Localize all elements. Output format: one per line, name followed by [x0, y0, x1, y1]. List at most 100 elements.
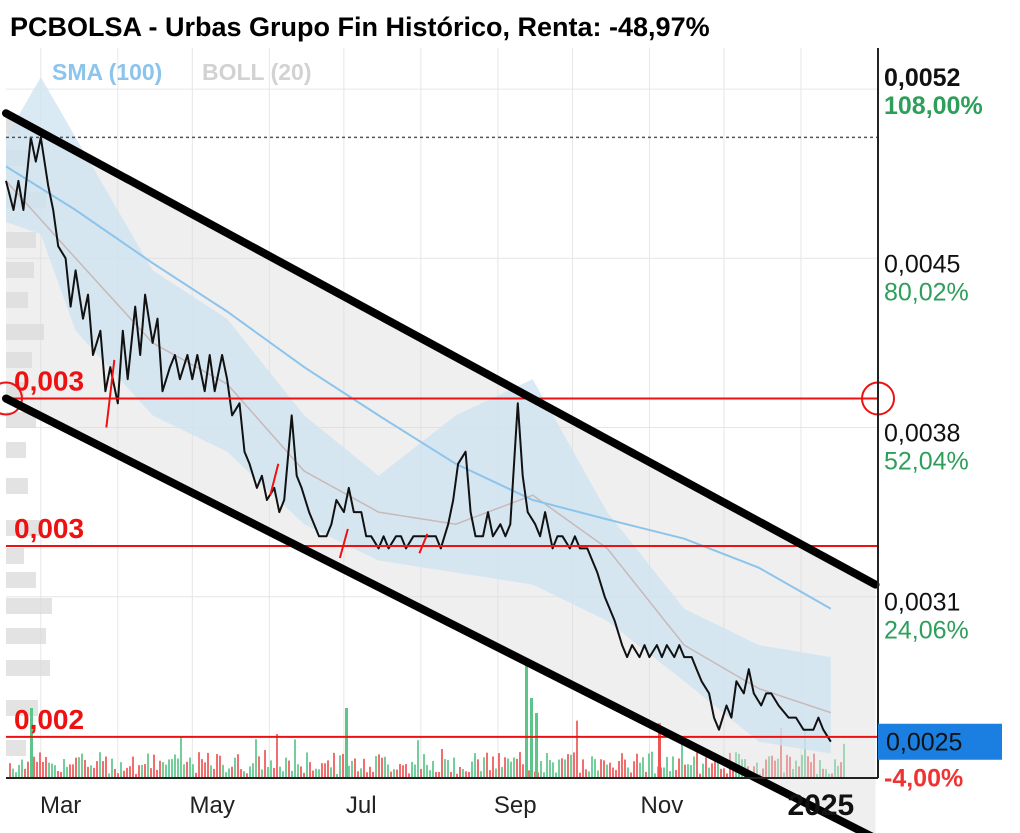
volume-bar [675, 769, 677, 778]
volume-bar [486, 752, 488, 778]
volume-bar [333, 752, 335, 778]
level-label: 0,003 [14, 513, 84, 544]
channel-lower-line [2, 394, 874, 833]
volume-bar [201, 759, 203, 778]
volume-bar [12, 768, 14, 778]
legend-boll: BOLL (20) [202, 59, 311, 85]
volume-spike [30, 708, 33, 778]
volume-bar [105, 756, 107, 778]
sma-100-line [5, 165, 832, 610]
volume-bar [591, 756, 593, 778]
volume-bar [471, 761, 473, 778]
profile-bar [6, 382, 24, 398]
volume-bar [615, 770, 617, 778]
volume-bar [306, 752, 308, 778]
volume-bar [303, 772, 305, 778]
volume-bar [771, 755, 773, 778]
volume-bar [648, 753, 650, 778]
x-tick-label: Mar [40, 792, 81, 819]
volume-bar [804, 727, 806, 778]
volume-bar [108, 773, 110, 778]
x-tick-label: Jul [346, 792, 377, 819]
volume-bar [453, 757, 455, 778]
volume-bar [273, 767, 275, 778]
volume-bar [618, 760, 620, 778]
profile-bar [6, 232, 36, 248]
volume-bar [540, 761, 542, 778]
volume-bar [300, 766, 302, 778]
volume-bar [684, 764, 686, 778]
breakout-mark [338, 528, 349, 559]
volume-bar [246, 773, 248, 778]
volume-bar [477, 759, 479, 778]
volume-bar [96, 761, 98, 778]
volume-bar [828, 773, 830, 778]
volume-bar [399, 764, 401, 778]
volume-bar [411, 761, 413, 778]
volume-bar [621, 753, 623, 778]
volume-bar [213, 768, 215, 778]
volume-bar [207, 752, 209, 778]
volume-bar [210, 765, 212, 778]
volume-bar [243, 771, 245, 778]
volume-bar [765, 759, 767, 778]
volume-bar [816, 773, 818, 778]
volume-bar [375, 756, 377, 778]
volume-bar [390, 771, 392, 778]
volume-bar [801, 754, 803, 778]
volume-bar [663, 767, 665, 778]
profile-bar [6, 442, 26, 458]
volume-bar [723, 768, 725, 778]
volume-bar [36, 761, 38, 778]
volume-bar [666, 757, 668, 778]
volume-bar [57, 771, 59, 778]
volume-bar [336, 773, 338, 778]
volume-bar [612, 767, 614, 778]
volume-bar [834, 759, 836, 778]
volume-bar [174, 754, 176, 778]
volume-bar [360, 768, 362, 778]
volume-bar [297, 764, 299, 778]
volume-bar [150, 768, 152, 778]
volume-bar [501, 767, 503, 778]
volume-bar [255, 739, 257, 778]
current-price-label: 0,0025 [886, 729, 962, 757]
volume-bar [807, 756, 809, 778]
volume-bar [81, 753, 83, 778]
volume-bar [840, 762, 842, 778]
volume-bar [162, 762, 164, 778]
volume-bar [522, 764, 524, 778]
volume-bar [783, 772, 785, 778]
volume-bar [567, 754, 569, 778]
volume-bar [378, 754, 380, 778]
volume-bar [42, 761, 44, 778]
volume-bar [282, 771, 284, 778]
volume-bar [594, 759, 596, 778]
volume-bar [558, 759, 560, 778]
volume-bar [264, 750, 266, 778]
volume-bar [576, 720, 578, 778]
volume-bar [480, 771, 482, 778]
price-line [5, 136, 832, 743]
volume-bar [327, 760, 329, 778]
volume-bar [27, 761, 29, 778]
volume-bar [555, 772, 557, 778]
volume-bar [33, 756, 35, 778]
volume-bar [66, 766, 68, 778]
volume-bar [402, 765, 404, 778]
volume-bar [552, 762, 554, 778]
volume-bar [789, 756, 791, 778]
volume-bar [309, 762, 311, 778]
trend-channel [2, 109, 880, 833]
volume-bar [711, 763, 713, 778]
volume-bar [588, 771, 590, 778]
volume-bar [510, 761, 512, 778]
volume-bar [15, 772, 17, 778]
volume-spike [658, 723, 661, 778]
profile-bar [6, 412, 36, 428]
volume-bar [753, 766, 755, 778]
volume-bar [603, 760, 605, 778]
volume-bar [228, 768, 230, 778]
x-tick-label: 2025 [787, 789, 854, 822]
volume-bar [579, 772, 581, 778]
